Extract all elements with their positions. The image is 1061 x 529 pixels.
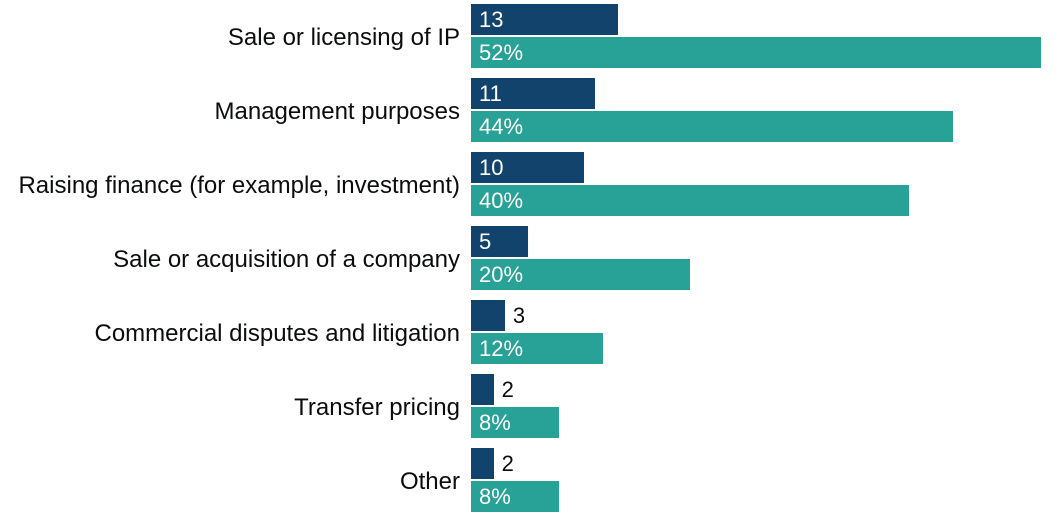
bars-group: 312% bbox=[470, 300, 1061, 368]
chart-row: Other28% bbox=[0, 448, 1061, 516]
ip-valuation-reasons-chart: Sale or licensing of IP1352%Management p… bbox=[0, 0, 1061, 529]
category-label: Management purposes bbox=[0, 98, 470, 126]
percent-bar-value: 52% bbox=[471, 40, 523, 66]
percent-bar: 44% bbox=[471, 111, 1061, 142]
category-label: Other bbox=[0, 468, 470, 496]
chart-row: Sale or acquisition of a company520% bbox=[0, 226, 1061, 294]
count-bar: 13 bbox=[471, 4, 1061, 35]
count-bar: 3 bbox=[471, 300, 1061, 331]
chart-row: Transfer pricing28% bbox=[0, 374, 1061, 442]
percent-bar: 12% bbox=[471, 333, 1061, 364]
percent-bar: 40% bbox=[471, 185, 1061, 216]
count-bar-value: 2 bbox=[494, 377, 514, 403]
category-label: Commercial disputes and litigation bbox=[0, 320, 470, 348]
percent-bar-value: 20% bbox=[471, 262, 523, 288]
chart-row: Management purposes1144% bbox=[0, 78, 1061, 146]
category-label: Sale or acquisition of a company bbox=[0, 246, 470, 274]
percent-bar-fill bbox=[471, 111, 953, 142]
bars-group: 28% bbox=[470, 374, 1061, 442]
count-bar: 2 bbox=[471, 448, 1061, 479]
percent-bar-fill bbox=[471, 37, 1041, 68]
category-label: Sale or licensing of IP bbox=[0, 24, 470, 52]
percent-bar-fill bbox=[471, 185, 909, 216]
bars-group: 1040% bbox=[470, 152, 1061, 220]
count-bar-fill bbox=[471, 300, 505, 331]
chart-row: Sale or licensing of IP1352% bbox=[0, 4, 1061, 72]
category-label: Raising finance (for example, investment… bbox=[0, 172, 470, 200]
count-bar: 5 bbox=[471, 226, 1061, 257]
count-bar: 11 bbox=[471, 78, 1061, 109]
count-bar: 10 bbox=[471, 152, 1061, 183]
percent-bar-value: 8% bbox=[471, 484, 511, 510]
chart-row: Commercial disputes and litigation312% bbox=[0, 300, 1061, 368]
chart-row: Raising finance (for example, investment… bbox=[0, 152, 1061, 220]
percent-bar: 20% bbox=[471, 259, 1061, 290]
bars-group: 1352% bbox=[470, 4, 1061, 72]
category-label: Transfer pricing bbox=[0, 394, 470, 422]
percent-bar: 8% bbox=[471, 407, 1061, 438]
percent-bar-value: 8% bbox=[471, 410, 511, 436]
count-bar-fill bbox=[471, 374, 494, 405]
count-bar-value: 13 bbox=[471, 7, 503, 33]
count-bar-value: 10 bbox=[471, 155, 503, 181]
bars-group: 520% bbox=[470, 226, 1061, 294]
count-bar: 2 bbox=[471, 374, 1061, 405]
count-bar-value: 11 bbox=[471, 81, 502, 107]
bars-group: 28% bbox=[470, 448, 1061, 516]
count-bar-value: 2 bbox=[494, 451, 514, 477]
percent-bar-value: 44% bbox=[471, 114, 523, 140]
count-bar-fill bbox=[471, 448, 494, 479]
count-bar-value: 5 bbox=[471, 229, 491, 255]
percent-bar-value: 40% bbox=[471, 188, 523, 214]
percent-bar: 8% bbox=[471, 481, 1061, 512]
percent-bar-value: 12% bbox=[471, 336, 523, 362]
percent-bar: 52% bbox=[471, 37, 1061, 68]
bars-group: 1144% bbox=[470, 78, 1061, 146]
count-bar-value: 3 bbox=[505, 303, 525, 329]
